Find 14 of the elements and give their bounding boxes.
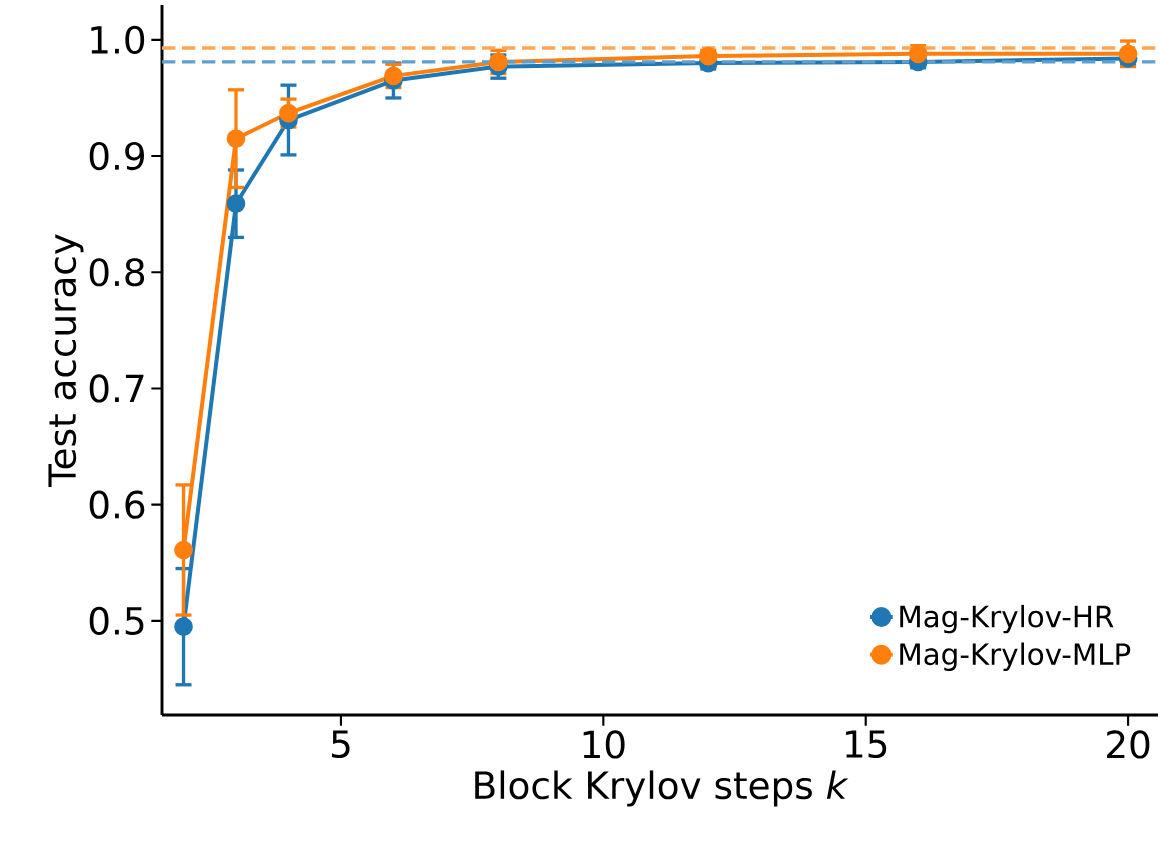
y-axis-title: Test accuracy — [48, 234, 84, 487]
y-tick-label: 0.8 — [89, 258, 145, 287]
y-tick-label: 0.5 — [89, 606, 144, 635]
y-tick-label: 0.6 — [89, 490, 145, 519]
y-tick-label: 1.0 — [91, 25, 145, 54]
x-tick-label: 10 — [583, 730, 625, 759]
legend-label: Mag-Krylov-HR — [900, 604, 1114, 634]
y-tick-label: 0.9 — [89, 141, 144, 171]
x-tick-label: 20 — [1107, 730, 1150, 759]
legend-label: Mag-Krylov-MLP — [900, 642, 1131, 671]
y-tick-label: 0.7 — [89, 374, 144, 403]
x-tick-label: 5 — [331, 730, 350, 759]
x-axis-title: Block Krylov steps k — [475, 770, 849, 807]
x-tick-label: 15 — [846, 730, 887, 759]
